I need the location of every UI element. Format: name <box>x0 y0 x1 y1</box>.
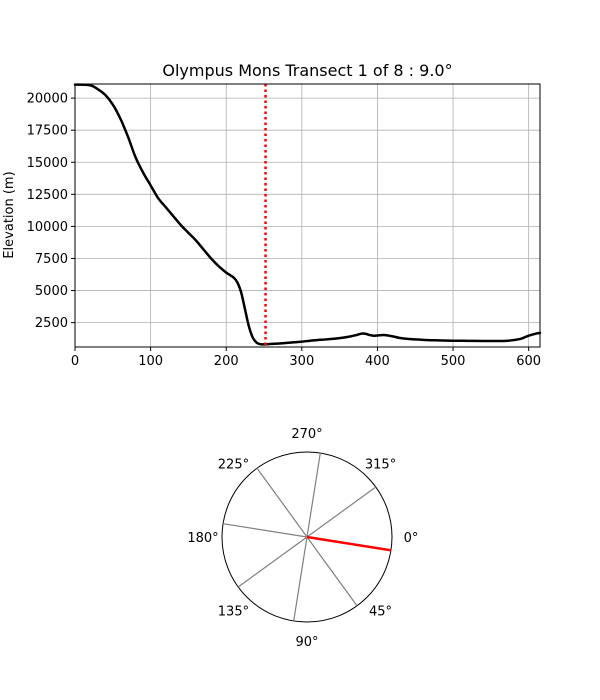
y-tick-label: 20000 <box>27 92 68 107</box>
transect-direction-lines <box>222 452 392 622</box>
y-tick-label: 12500 <box>27 188 68 203</box>
elevation-line-chart: Olympus Mons Transect 1 of 8 : 9.0° 0 100… <box>2 61 542 369</box>
polar-outline-circle <box>221 451 393 623</box>
angle-label: 180° <box>187 531 218 546</box>
angle-label: 0° <box>404 531 419 546</box>
transect-direction-polar-chart: 0° 45° 90° 135° 180° 225° 270° 315° <box>187 427 418 650</box>
x-tick-label: 400 <box>365 354 390 369</box>
x-ticks: 0 100 200 300 400 500 600 <box>71 347 541 369</box>
current-transect-line <box>306 535 392 552</box>
x-tick-label: 100 <box>138 354 163 369</box>
chart-title: Olympus Mons Transect 1 of 8 : 9.0° <box>162 61 452 80</box>
angle-label: 315° <box>365 457 396 472</box>
angle-label: 135° <box>218 605 249 620</box>
y-tick-label: 17500 <box>27 124 68 139</box>
angle-label: 45° <box>369 605 392 620</box>
transect-line <box>306 486 377 538</box>
x-tick-label: 300 <box>289 354 314 369</box>
x-tick-label: 500 <box>441 354 466 369</box>
x-tick-label: 600 <box>516 354 541 369</box>
transect-line <box>222 523 308 538</box>
x-tick-label: 0 <box>71 354 79 369</box>
angle-label: 270° <box>291 427 322 442</box>
grid <box>74 84 540 347</box>
y-tick-label: 15000 <box>27 156 68 171</box>
angle-label: 225° <box>218 457 249 472</box>
transect-line <box>306 452 321 538</box>
y-tick-label: 5000 <box>35 284 68 299</box>
transect-line <box>293 536 308 622</box>
transect-line <box>306 536 358 607</box>
x-tick-label: 200 <box>214 354 239 369</box>
y-tick-label: 2500 <box>35 316 68 331</box>
elevation-series-line <box>73 83 542 346</box>
y-tick-label: 7500 <box>35 252 68 267</box>
transect-line <box>237 536 308 588</box>
y-ticks: 2500 5000 7500 10000 12500 15000 17500 20000 <box>27 92 75 331</box>
angle-labels: 0° 45° 90° 135° 180° 225° 270° 315° <box>187 427 418 650</box>
y-tick-label: 10000 <box>27 220 68 235</box>
y-axis-label: Elevation (m) <box>2 171 17 258</box>
angle-label: 90° <box>295 635 318 650</box>
plot-frame <box>74 83 541 348</box>
transect-line <box>256 467 308 538</box>
